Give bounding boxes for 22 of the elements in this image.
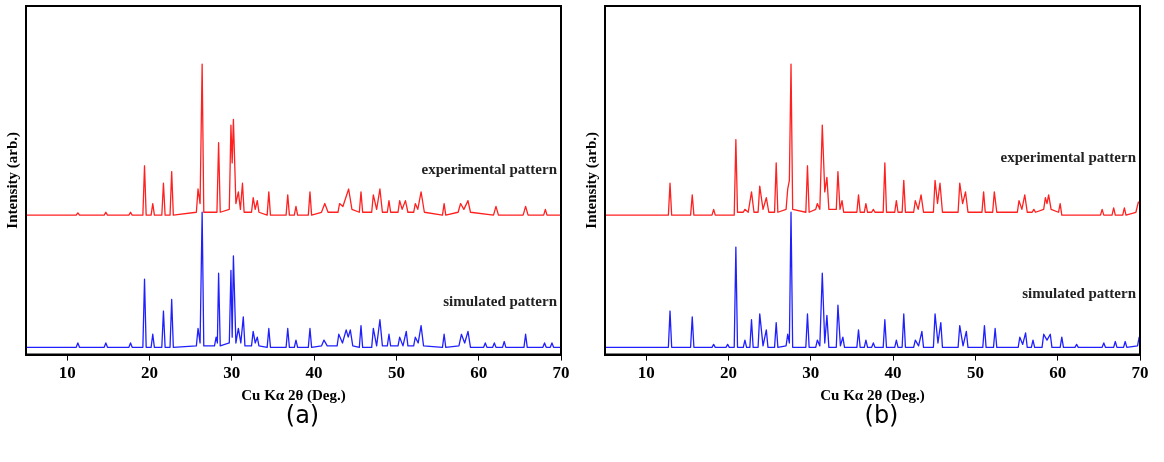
series-label: simulated pattern	[443, 292, 558, 309]
x-axis-title: Cu Kα 2θ (Deg.)	[241, 386, 346, 404]
series-label: experimental pattern	[1000, 148, 1137, 165]
series-label: experimental pattern	[421, 160, 558, 177]
x-tick-label: 10	[58, 363, 76, 383]
text: simulated pattern	[1022, 285, 1137, 302]
x-tick-label: 40	[305, 363, 323, 383]
x-axis-title: Cu Kα 2θ (Deg.)	[820, 386, 925, 404]
x-tick-label: 70	[552, 363, 570, 383]
y-axis-title: Intensity (arb.)	[3, 131, 21, 229]
x-tick-label: 20	[719, 363, 737, 383]
x-tick-label: 30	[802, 363, 820, 383]
x-tick-label: 50	[966, 363, 984, 383]
x-tick-label: 40	[884, 363, 902, 383]
x-tick-label: 50	[387, 363, 405, 383]
x-tick-label: 10	[637, 363, 655, 383]
x-tick-label: 20	[140, 363, 158, 383]
x-tick-label: 60	[1049, 363, 1067, 383]
y-axis-title: Intensity (arb.)	[582, 131, 600, 229]
x-tick-label: 30	[223, 363, 241, 383]
x-tick-label: 70	[1131, 363, 1149, 383]
x-tick-label: 60	[470, 363, 488, 383]
